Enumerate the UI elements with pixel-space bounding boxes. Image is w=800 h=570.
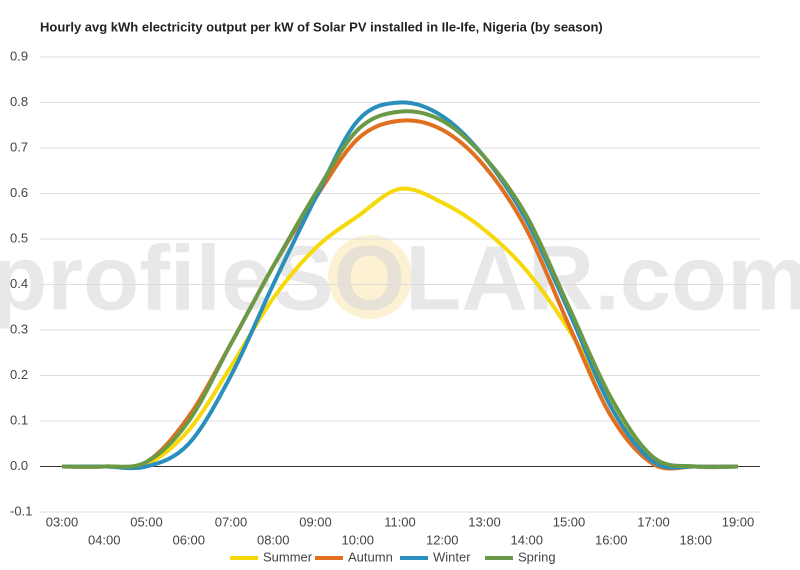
legend-label: Spring (518, 549, 556, 564)
x-tick-label: 12:00 (426, 532, 459, 547)
x-tick-label: 15:00 (553, 514, 586, 529)
x-tick-label: 05:00 (130, 514, 163, 529)
legend-label: Autumn (348, 549, 393, 564)
x-tick-label: 09:00 (299, 514, 332, 529)
chart-title: Hourly avg kWh electricity output per kW… (40, 19, 603, 34)
legend-label: Summer (263, 549, 313, 564)
x-tick-label: 13:00 (468, 514, 501, 529)
y-tick-label: -0.1 (10, 503, 32, 518)
x-tick-label: 14:00 (510, 532, 543, 547)
x-tick-label: 19:00 (722, 514, 755, 529)
y-tick-label: 0.2 (10, 367, 28, 382)
series-line (61, 109, 739, 470)
x-tick-label: 10:00 (341, 532, 374, 547)
watermark-sun (328, 235, 412, 319)
watermark: profileSOLAR.com (0, 227, 800, 329)
x-tick-label: 16:00 (595, 532, 628, 547)
x-tick-label: 06:00 (172, 532, 205, 547)
y-tick-label: 0.0 (10, 458, 28, 473)
x-tick-label: 03:00 (46, 514, 79, 529)
y-tick-label: 0.3 (10, 321, 28, 336)
x-tick-label: 17:00 (637, 514, 670, 529)
x-tick-label: 18:00 (679, 532, 712, 547)
y-tick-label: 0.4 (10, 276, 28, 291)
y-tick-label: 0.6 (10, 185, 28, 200)
x-tick-label: 11:00 (384, 514, 416, 529)
y-tick-label: 0.7 (10, 139, 28, 154)
x-tick-label: 08:00 (257, 532, 290, 547)
y-tick-label: 0.8 (10, 94, 28, 109)
series-line (61, 118, 739, 471)
y-tick-label: 0.1 (10, 412, 28, 427)
series-line (62, 100, 739, 471)
y-tick-label: 0.5 (10, 230, 28, 245)
y-tick-label: 0.9 (10, 48, 28, 63)
legend-label: Winter (433, 549, 471, 564)
x-tick-label: 04:00 (88, 532, 121, 547)
x-tick-label: 07:00 (215, 514, 248, 529)
